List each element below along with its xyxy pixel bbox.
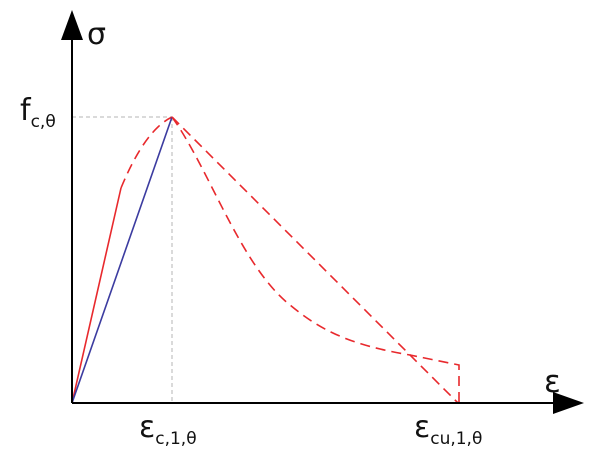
x-axis-arrowhead <box>553 392 584 414</box>
peak-strain-label: εc,1,θ <box>139 410 197 449</box>
y-axis-arrowhead <box>61 10 83 40</box>
dashed-linear-descending-branch <box>171 116 459 404</box>
ultimate-strain-main: ε <box>414 410 430 445</box>
y-axis-symbol: σ <box>87 17 106 52</box>
peak-strain-subscript: c,1,θ <box>155 429 196 449</box>
peak-strain-main: ε <box>139 410 155 445</box>
ultimate-strain-label: εcu,1,θ <box>414 410 482 449</box>
x-axis-symbol: ε <box>544 364 561 400</box>
peak-stress-subscript: c,θ <box>31 112 56 132</box>
solid-red-ascending-branch <box>71 187 122 404</box>
blue-linear-branch <box>71 116 173 404</box>
ultimate-strain-subscript: cu,1,θ <box>430 429 482 449</box>
peak-stress-main: f <box>20 93 32 128</box>
peak-stress-label: fc,θ <box>20 93 56 132</box>
dashed-red-ascending-continuation <box>120 116 173 189</box>
